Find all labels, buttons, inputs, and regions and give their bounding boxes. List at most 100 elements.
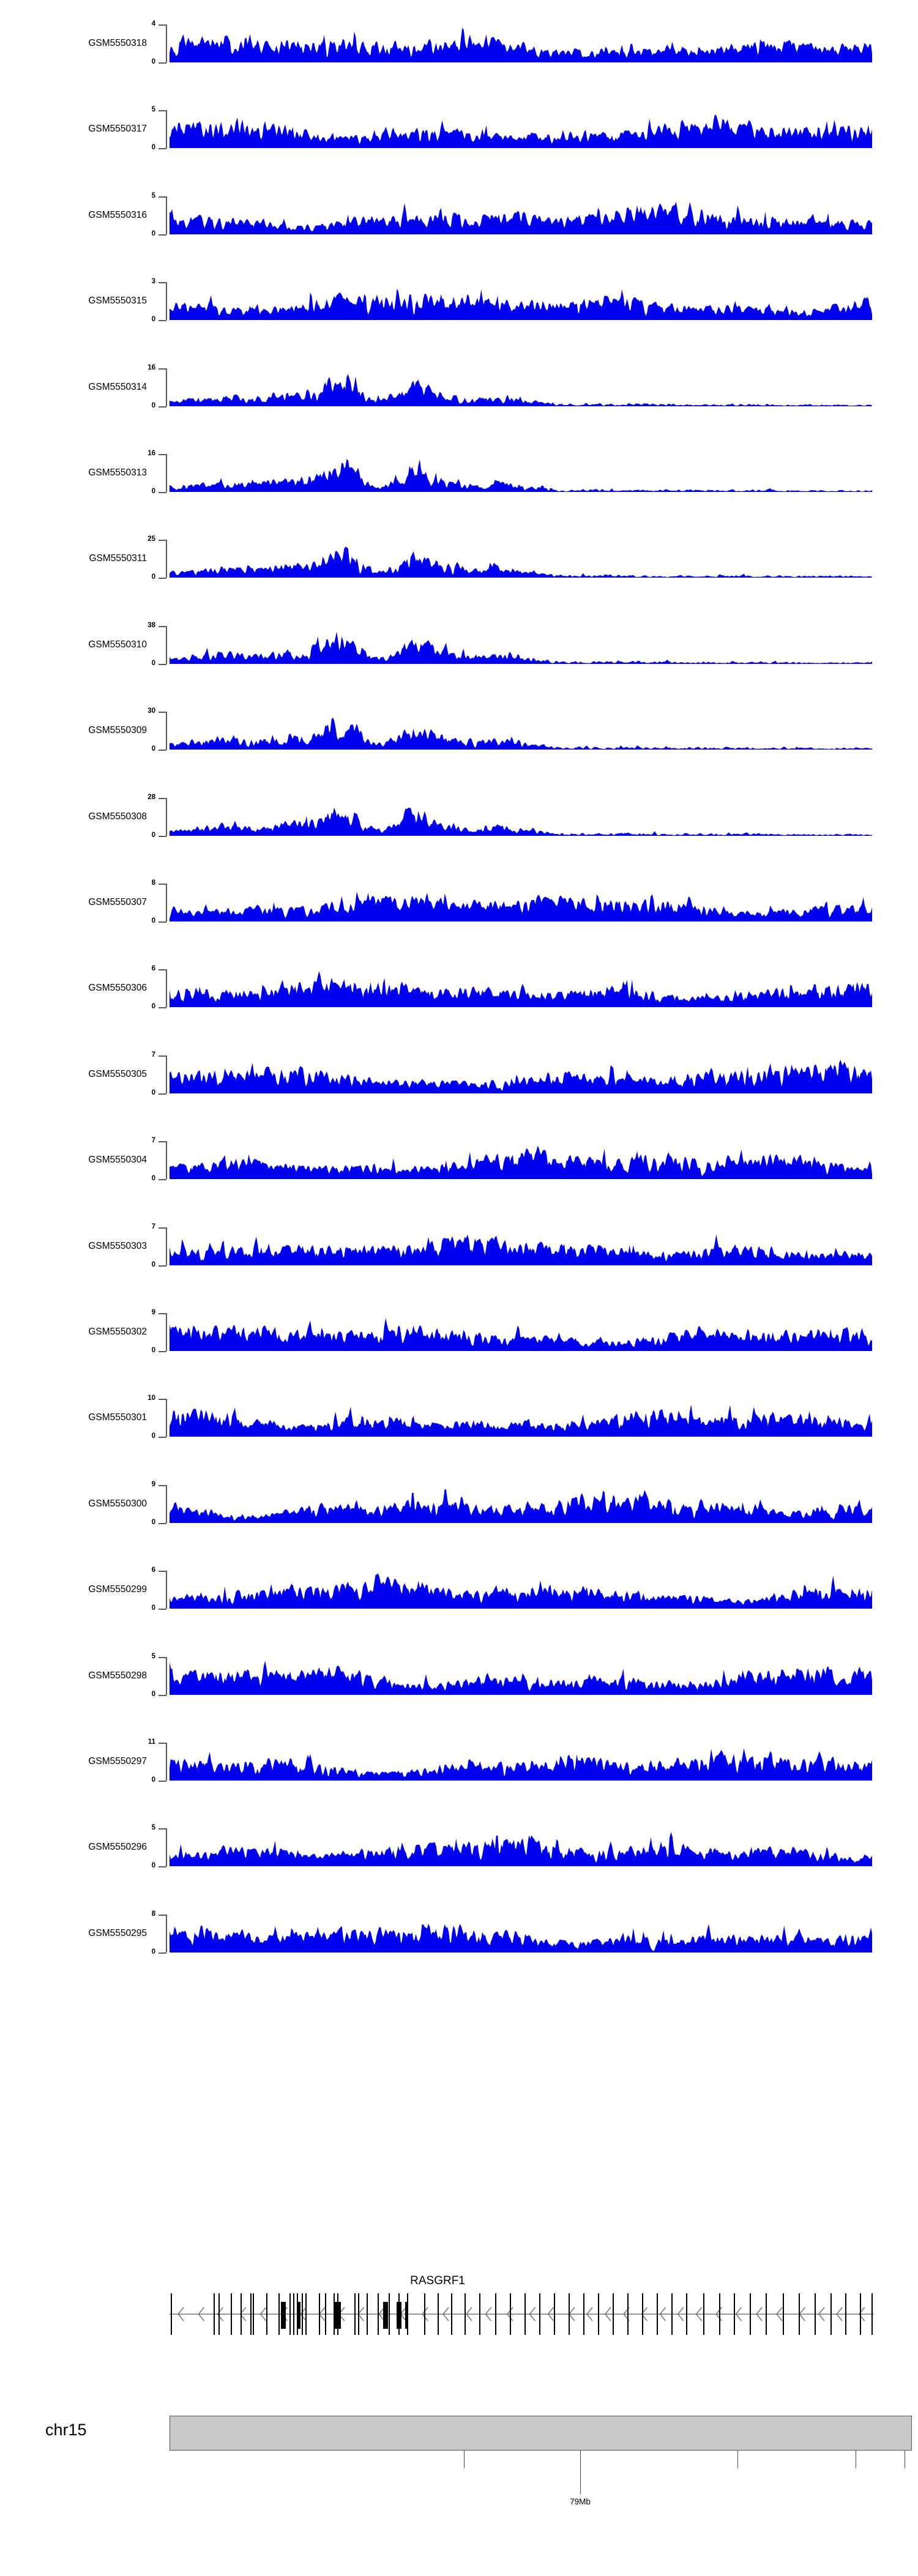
track-axis-spine: [166, 1399, 167, 1437]
axis-tick-max: [159, 1571, 166, 1573]
axis-tick-max: [159, 1914, 166, 1916]
track-sample-label: GSM5550305: [88, 1068, 147, 1079]
track-sample-label: GSM5550311: [89, 553, 147, 564]
track-axis-spine: [166, 1227, 167, 1265]
coverage-track: GSM5550301 10 0: [0, 1380, 918, 1443]
track-axis-spine: [166, 1055, 167, 1093]
axis-label-min: 0: [151, 831, 155, 839]
coverage-area-plot: [170, 1571, 872, 1609]
track-sample-label: GSM5550295: [88, 1927, 147, 1938]
coverage-track: GSM5550304 7 0: [0, 1123, 918, 1185]
track-sample-label: GSM5550308: [88, 811, 147, 822]
coverage-track: GSM5550299 6 0: [0, 1552, 918, 1615]
coverage-area-plot: [170, 884, 872, 921]
coverage-track: GSM5550317 5 0: [0, 92, 918, 154]
axis-label-max: 16: [147, 450, 155, 457]
track-sample-label: GSM5550315: [88, 296, 147, 307]
coverage-area-plot: [170, 454, 872, 492]
track-axis-spine: [166, 368, 167, 406]
axis-label-max: 7: [151, 1223, 155, 1230]
gene-model-graphic: [170, 2293, 874, 2335]
axis-tick-max: [159, 1656, 166, 1658]
track-sample-label: GSM5550313: [88, 467, 147, 478]
coverage-area-plot: [170, 282, 872, 321]
axis-label-max: 7: [151, 1137, 155, 1145]
axis-tick-max: [159, 110, 166, 112]
chromosome-ideogram-track: chr15 79Mb: [0, 2380, 918, 2539]
axis-label-min: 0: [151, 1347, 155, 1354]
track-sample-label: GSM5550309: [88, 725, 147, 736]
track-axis-spine: [166, 1914, 167, 1952]
coverage-area-plot: [170, 540, 872, 578]
ideogram-tick: [464, 2451, 465, 2468]
coverage-track: GSM5550316 5 0: [0, 178, 918, 240]
coverage-area-plot: [170, 625, 872, 664]
track-sample-label: GSM5550299: [88, 1584, 147, 1595]
axis-label-max: 9: [151, 1309, 155, 1316]
track-axis-spine: [166, 1743, 167, 1781]
axis-label-max: 8: [151, 1910, 155, 1918]
axis-label-min: 0: [151, 659, 155, 667]
axis-label-min: 0: [151, 1518, 155, 1526]
axis-label-min: 0: [151, 917, 155, 925]
chromosome-label: chr15: [45, 2421, 87, 2439]
ideogram-position-label: 79Mb: [570, 2497, 591, 2506]
track-axis-spine: [166, 282, 167, 321]
track-sample-label: GSM5550314: [88, 381, 147, 392]
coverage-area-plot: [170, 797, 872, 836]
axis-label-min: 0: [151, 1862, 155, 1870]
axis-label-max: 3: [151, 278, 155, 286]
track-sample-label: GSM5550301: [88, 1412, 147, 1423]
axis-tick-min: [159, 148, 166, 150]
axis-tick-min: [159, 578, 166, 579]
axis-label-max: 5: [151, 1824, 155, 1832]
axis-label-max: 25: [147, 535, 155, 543]
axis-label-min: 0: [151, 1260, 155, 1268]
axis-label-max: 16: [147, 363, 155, 371]
axis-label-min: 0: [151, 1003, 155, 1011]
track-sample-label: GSM5550300: [88, 1498, 147, 1509]
coverage-track: GSM5550298 5 0: [0, 1639, 918, 1701]
axis-label-max: 6: [151, 965, 155, 973]
track-sample-label: GSM5550302: [88, 1327, 147, 1337]
coverage-track: GSM5550310 38 0: [0, 608, 918, 670]
axis-label-min: 0: [151, 1776, 155, 1784]
axis-tick-min: [159, 1522, 166, 1524]
axis-tick-min: [159, 1265, 166, 1267]
gene-annotation-track: RASGRF1: [0, 2264, 918, 2337]
axis-label-max: 10: [147, 1394, 155, 1402]
axis-tick-max: [159, 540, 166, 542]
track-axis-spine: [166, 969, 167, 1008]
track-sample-label: GSM5550307: [88, 897, 147, 907]
track-axis-spine: [166, 24, 167, 62]
axis-label-min: 0: [151, 58, 155, 65]
axis-label-min: 0: [151, 1690, 155, 1698]
track-axis-spine: [166, 1656, 167, 1695]
axis-label-max: 9: [151, 1480, 155, 1488]
axis-tick-min: [159, 1781, 166, 1782]
axis-label-max: 5: [151, 106, 155, 114]
axis-label-max: 7: [151, 1051, 155, 1059]
axis-tick-min: [159, 406, 166, 408]
coverage-area-plot: [170, 24, 872, 62]
track-axis-spine: [166, 1571, 167, 1609]
axis-tick-max: [159, 1055, 166, 1057]
axis-tick-min: [159, 1609, 166, 1610]
axis-tick-min: [159, 492, 166, 493]
chromosome-bar[interactable]: [170, 2416, 912, 2451]
axis-label-min: 0: [151, 1604, 155, 1612]
axis-tick-max: [159, 1743, 166, 1744]
track-axis-spine: [166, 1141, 167, 1180]
axis-tick-max: [159, 969, 166, 971]
track-sample-label: GSM5550297: [88, 1756, 147, 1766]
ideogram-tick: [737, 2451, 738, 2468]
axis-tick-max: [159, 712, 166, 713]
axis-label-min: 0: [151, 229, 155, 237]
axis-tick-max: [159, 1313, 166, 1314]
track-sample-label: GSM5550298: [88, 1670, 147, 1681]
axis-label-max: 6: [151, 1566, 155, 1574]
track-axis-spine: [166, 797, 167, 836]
coverage-track: GSM5550318 4 0: [0, 6, 918, 69]
coverage-area-plot: [170, 1227, 872, 1265]
track-sample-label: GSM5550306: [88, 983, 147, 994]
